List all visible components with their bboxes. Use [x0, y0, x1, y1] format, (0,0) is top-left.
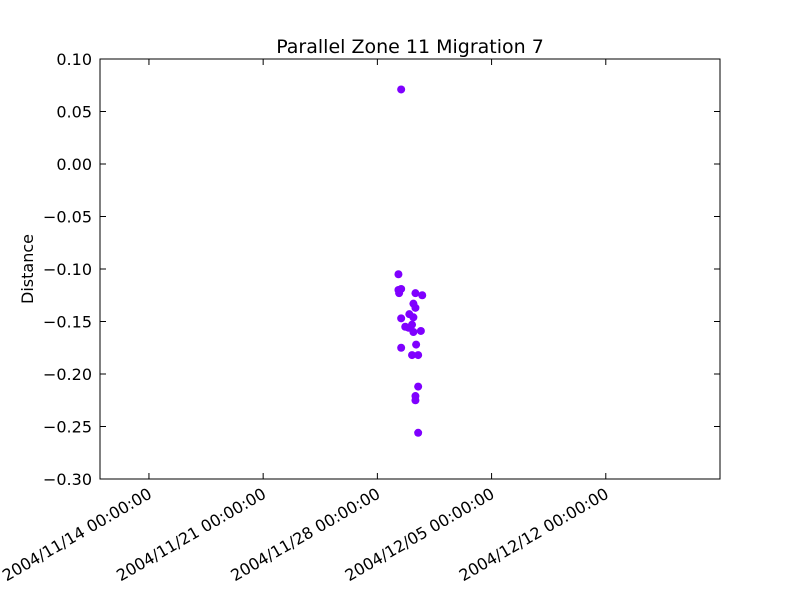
y-tick-label: −0.30: [43, 470, 92, 489]
point: [408, 351, 417, 360]
y-tick-label: 0.10: [56, 50, 92, 69]
point: [394, 270, 403, 279]
y-tick-label: −0.05: [43, 208, 92, 227]
y-tick-label: −0.15: [43, 313, 92, 332]
point: [414, 428, 423, 437]
point: [418, 291, 427, 300]
y-tick-label: −0.25: [43, 418, 92, 437]
y-tick-label: 0.05: [56, 103, 92, 122]
y-tick-label: 0.00: [56, 155, 92, 174]
y-tick-label: −0.10: [43, 260, 92, 279]
point: [397, 85, 406, 94]
point: [416, 326, 425, 335]
y-tick-label: −0.20: [43, 365, 92, 384]
y-axis-label: Distance: [18, 234, 37, 304]
point: [411, 396, 420, 405]
point: [411, 303, 420, 312]
point: [409, 313, 418, 322]
point: [414, 382, 423, 391]
chart-title: Parallel Zone 11 Migration 7: [276, 36, 544, 58]
point: [412, 340, 421, 349]
point: [411, 289, 420, 298]
x-axis-label: Date: [391, 597, 429, 600]
point: [414, 351, 423, 360]
point: [397, 343, 406, 352]
point: [397, 314, 406, 323]
point: [409, 328, 418, 336]
point: [395, 289, 404, 298]
